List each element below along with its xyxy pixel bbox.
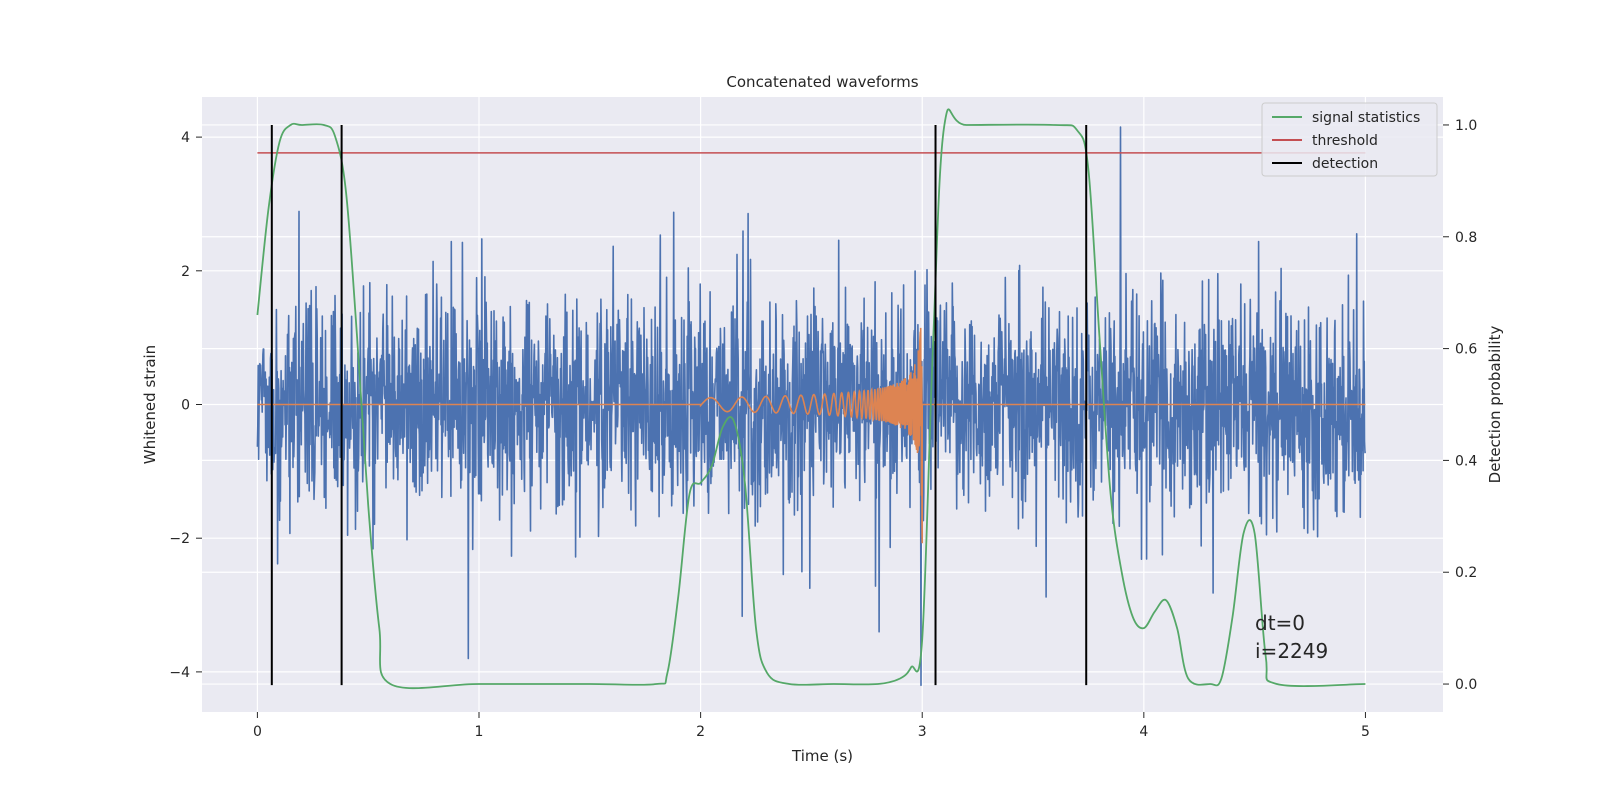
- x-tick-label: 2: [696, 724, 705, 740]
- y-tick-label: 2: [181, 264, 190, 280]
- y2-tick-label: 0.2: [1455, 565, 1477, 581]
- chirp-series: [257, 327, 1366, 544]
- detection-series: [270, 124, 1088, 686]
- y2-tick-label: 1.0: [1455, 118, 1477, 134]
- y-tick-label: −4: [169, 665, 190, 681]
- y-tick-label: 4: [181, 130, 190, 146]
- x-tick-label: 4: [1139, 724, 1148, 740]
- strain-line: [256, 126, 1367, 687]
- legend-label-statistics: signal statistics: [1312, 110, 1420, 126]
- y-tick-label: 0: [181, 398, 190, 414]
- y-tick-label: −2: [169, 531, 190, 547]
- x-tick-label: 5: [1361, 724, 1370, 740]
- y2-tick-label: 0.6: [1455, 342, 1477, 358]
- chart-title: Concatenated waveforms: [726, 73, 918, 91]
- legend: signal statistics threshold detection: [1261, 102, 1438, 177]
- statistics-line: [256, 108, 1366, 690]
- x-axis-label: Time (s): [791, 747, 853, 765]
- annotation-index: i=2249: [1255, 639, 1328, 663]
- annotation-dt: dt=0: [1255, 611, 1305, 635]
- y2-axis-label: Detection probability: [1486, 326, 1504, 484]
- x-tick-label: 3: [918, 724, 927, 740]
- legend-box: [1261, 102, 1438, 177]
- strain-series: [256, 126, 1367, 687]
- y2-tick-label: 0.4: [1455, 453, 1477, 469]
- y-axis-label: Whitened strain: [141, 345, 159, 464]
- axis-ticks: 0 1 2 3 4 5 −4 −2 0 2 4 0.0 0.2 0.4 0.6 0.8 1.0: [169, 118, 1477, 740]
- statistics-series: [256, 108, 1366, 690]
- y2-tick-label: 0.0: [1455, 677, 1477, 693]
- y2-tick-label: 0.8: [1455, 230, 1477, 246]
- chirp-line: [257, 327, 1366, 544]
- legend-label-threshold: threshold: [1312, 133, 1378, 149]
- x-tick-label: 1: [475, 724, 484, 740]
- legend-label-detection: detection: [1312, 156, 1378, 172]
- x-tick-label: 0: [253, 724, 262, 740]
